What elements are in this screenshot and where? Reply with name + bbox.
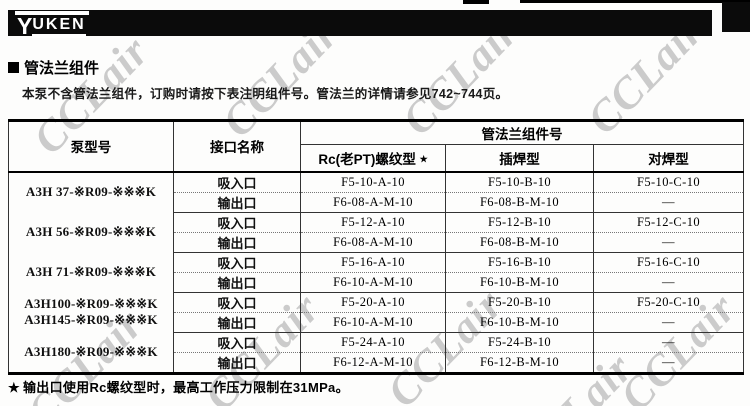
- table-row: 输出口 F6-10-A-M-10 F6-10-B-M-10 —: [9, 312, 744, 333]
- flange-code-cell: F5-20-C-10: [592, 292, 744, 313]
- pump-model-cell: A3H100-※R09-※※※K A3H145-※R09-※※※K: [8, 292, 174, 332]
- flange-code-cell: F5-10-C-10: [592, 171, 744, 193]
- flange-code-cell: —: [592, 312, 744, 333]
- port-name-cell: 输出口: [173, 232, 301, 253]
- flange-code-cell: F6-08-A-M-10: [300, 192, 446, 213]
- flange-code-cell: F5-20-A-10: [300, 292, 446, 313]
- table-row: 输出口 F6-12-A-M-10 F6-12-B-M-10 —: [9, 352, 744, 373]
- port-name-cell: 吸入口: [173, 252, 301, 273]
- flange-code-cell: F6-10-B-M-10: [445, 312, 594, 333]
- flange-code-cell: F6-08-B-M-10: [445, 232, 594, 253]
- column-header-pump-model: 泵型号: [8, 120, 174, 173]
- flange-code-cell: F5-20-B-10: [445, 292, 594, 313]
- scan-artifact-line: [520, 0, 750, 3]
- flange-code-cell: F5-10-B-10: [445, 171, 594, 193]
- yuken-logo: YUKEN: [15, 11, 89, 39]
- pump-model-line: A3H100-※R09-※※※K: [24, 296, 158, 311]
- intro-text: 本泵不含管法兰组件，订购时请按下表注明组件号。管法兰的详情请参见742~744页…: [22, 87, 509, 101]
- pump-model-line: A3H145-※R09-※※※K: [24, 312, 158, 327]
- flange-code-cell: F6-08-B-M-10: [445, 192, 594, 213]
- flange-code-cell: F6-10-A-M-10: [300, 272, 446, 293]
- flange-code-cell: —: [592, 332, 744, 353]
- table-row: A3H100-※R09-※※※K A3H145-※R09-※※※K 吸入口 F5…: [8, 292, 744, 332]
- table-row: A3H 56-※R09-※※※K 吸入口 F5-12-A-10 F5-12-B-…: [8, 212, 744, 252]
- flange-code-cell: F6-08-A-M-10: [300, 232, 446, 253]
- footnote-text: 输出口使用Rc螺纹型时，最高工作压力限制在31MPa。: [22, 380, 349, 395]
- flange-code-cell: F6-12-A-M-10: [300, 352, 446, 373]
- logo-letter-y: Y: [17, 13, 33, 39]
- flange-code-cell: F6-12-B-M-10: [445, 352, 594, 373]
- flange-code-cell: —: [592, 232, 744, 253]
- pump-model-cell: A3H180-※R09-※※※K: [8, 332, 174, 373]
- pump-model-cell: A3H 56-※R09-※※※K: [8, 212, 174, 252]
- table-row: 输出口 F6-08-A-M-10 F6-08-B-M-10 —: [9, 232, 744, 253]
- section-heading: 管法兰组件: [8, 57, 99, 78]
- column-header-flange-group: 管法兰组件号: [299, 120, 744, 145]
- scan-artifact-block: [722, 2, 750, 32]
- flange-code-cell: F5-16-C-10: [592, 252, 744, 273]
- flange-code-cell: F6-10-B-M-10: [445, 272, 594, 293]
- column-header-port-name: 接口名称: [173, 120, 301, 173]
- rc-type-label: Rc(老PT)螺纹型: [318, 151, 416, 167]
- footnote: ★ 输出口使用Rc螺纹型时，最高工作压力限制在31MPa。: [8, 377, 349, 396]
- flange-code-cell: F5-24-A-10: [300, 332, 446, 353]
- pump-model-cell: A3H 71-※R09-※※※K: [8, 252, 174, 292]
- port-name-cell: 输出口: [173, 352, 301, 373]
- flange-code-cell: F5-16-A-10: [300, 252, 446, 273]
- brand-bar: YUKEN: [8, 10, 712, 39]
- flange-code-cell: F5-16-B-10: [445, 252, 594, 273]
- scan-artifact-line: [463, 0, 489, 4]
- flange-code-cell: —: [592, 352, 744, 373]
- port-name-cell: 吸入口: [173, 212, 301, 233]
- flange-code-cell: —: [592, 192, 744, 213]
- section-title: 管法兰组件: [24, 60, 100, 77]
- column-header-socket-weld: 插焊型: [445, 144, 594, 173]
- flange-code-cell: F5-12-B-10: [445, 212, 594, 233]
- port-name-cell: 输出口: [173, 192, 301, 213]
- logo-letters-uken: UKEN: [32, 17, 86, 38]
- table-row: 输出口 F6-10-A-M-10 F6-10-B-M-10 —: [9, 272, 744, 293]
- flange-code-cell: F5-12-C-10: [592, 212, 744, 233]
- flange-code-cell: F5-24-B-10: [445, 332, 594, 353]
- star-icon: ★: [8, 380, 20, 395]
- flange-code-cell: F5-10-A-10: [300, 171, 446, 193]
- table-row: A3H180-※R09-※※※K 吸入口 F5-24-A-10 F5-24-B-…: [8, 332, 744, 373]
- flange-code-cell: F6-10-A-M-10: [300, 312, 446, 333]
- pump-model-cell: A3H 37-※R09-※※※K: [8, 171, 174, 212]
- flange-code-cell: F5-12-A-10: [300, 212, 446, 233]
- table-row: 输出口 F6-08-A-M-10 F6-08-B-M-10 —: [9, 192, 744, 213]
- table-row: A3H 71-※R09-※※※K 吸入口 F5-16-A-10 F5-16-B-…: [8, 252, 744, 292]
- column-header-rc-type: Rc(老PT)螺纹型 ★: [300, 144, 446, 173]
- port-name-cell: 输出口: [173, 312, 301, 333]
- port-name-cell: 吸入口: [173, 171, 301, 193]
- flange-code-cell: —: [592, 272, 744, 293]
- port-name-cell: 吸入口: [173, 292, 301, 313]
- port-name-cell: 吸入口: [173, 332, 301, 353]
- port-name-cell: 输出口: [173, 272, 301, 293]
- square-bullet-icon: [8, 62, 19, 73]
- flange-assembly-table: 泵型号 接口名称 管法兰组件号 Rc(老PT)螺纹型 ★ 插焊型 对焊型 A3H…: [8, 119, 745, 375]
- column-header-butt-weld: 对焊型: [592, 144, 744, 173]
- table-row: A3H 37-※R09-※※※K 吸入口 F5-10-A-10 F5-10-B-…: [8, 171, 744, 212]
- star-icon: ★: [419, 153, 428, 164]
